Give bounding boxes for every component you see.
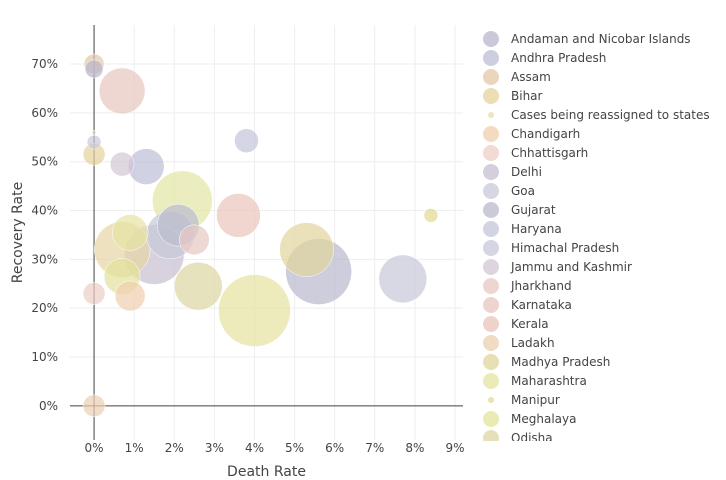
bubble-chandigarh[interactable] [114,280,146,312]
y-tick-label: 60% [31,106,58,120]
bubble-manipur[interactable] [423,208,439,223]
legend-marker [483,202,499,218]
axes: 0% 1% 2% 3% 4% 5% 6% 7% 8% 9% 0% 10% 20% 30% 40% 50% 60%… [31,25,465,455]
legend-item-label[interactable]: Goa [511,184,535,198]
legend-marker [483,373,499,389]
legend-marker [483,259,499,275]
legend-item-label[interactable]: Jammu and Kashmir [510,260,632,274]
x-tick-label: 0% [85,441,104,455]
legend-marker [483,430,499,441]
y-tick-label: 30% [31,252,58,266]
legend-marker [483,468,499,480]
x-tick-label: 5% [285,441,304,455]
legend-marker [483,31,499,47]
legend-marker [483,297,499,313]
legend-item-label[interactable]: Maharashtra [511,374,587,388]
y-axis-title: Recovery Rate [10,182,26,283]
x-tick-label: 4% [245,441,264,455]
legend-marker [483,411,499,427]
legend-marker [488,112,494,118]
legend-item-label[interactable]: Gujarat [511,203,556,217]
y-tick-label: 70% [31,57,58,71]
bubble-ladakh[interactable] [82,394,106,418]
legend-item-label[interactable]: Manipur [511,393,560,407]
legend-item-label[interactable]: Chandigarh [511,127,580,141]
bubble-telangana[interactable] [111,214,149,251]
legend-marker [483,145,499,161]
legend-item-label[interactable]: Odisha [511,431,553,445]
y-tick-label: 40% [31,204,58,218]
legend-marker [483,240,499,256]
bubble-haryana[interactable] [234,128,259,153]
bubble-andaman-and-nicobar-islands[interactable] [84,59,104,79]
bubbles [82,53,439,418]
bubble-jharkhand[interactable] [179,224,210,256]
legend-item-label[interactable]: Karnataka [511,298,572,312]
legend-marker [483,449,499,465]
legend-marker [483,69,499,85]
legend-marker [483,164,499,180]
bubble-himachal-pradesh[interactable] [378,254,428,304]
legend[interactable]: Andaman and Nicobar Islands Andhra Prades… [483,31,710,480]
legend-item-label[interactable]: Bihar [511,89,543,103]
bubble-maharashtra[interactable] [218,274,291,347]
bubble-odisha[interactable] [174,261,223,311]
x-axis-title: Death Rate [227,464,306,480]
x-tick-label: 3% [205,441,224,455]
bubble-goa[interactable] [86,134,102,150]
legend-marker [483,221,499,237]
legend-marker [483,316,499,332]
legend-item-label[interactable]: Andhra Pradesh [511,51,606,65]
legend-marker [488,397,494,403]
x-tick-label: 8% [405,441,424,455]
legend-item-label[interactable]: Cases being reassigned to states [511,108,710,122]
legend-item-label[interactable]: Chhattisgarh [511,146,588,160]
legend-item-label[interactable]: Jharkhand [510,279,572,293]
legend-item-label[interactable]: Assam [511,70,551,84]
legend-marker [483,126,499,142]
bubble-karnataka[interactable] [98,67,146,115]
legend-item-label[interactable]: Kerala [511,317,549,331]
x-tick-label: 6% [325,441,344,455]
y-tick-label: 50% [31,155,58,169]
legend-item-label[interactable]: Puducherry [511,450,579,464]
legend-item-label[interactable]: Ladakh [511,336,555,350]
x-tick-label: 1% [125,441,144,455]
legend-marker [483,335,499,351]
legend-marker [483,278,499,294]
bubble-kerala[interactable] [216,193,261,238]
x-tick-label: 7% [365,441,384,455]
legend-marker [483,50,499,66]
legend-marker [483,354,499,370]
x-tick-label: 2% [165,441,184,455]
bubble-chhattisgarh[interactable] [82,282,106,305]
bubble-madhya-pradesh[interactable] [279,222,334,277]
bubble-jammu-and-kashmir[interactable] [109,151,135,177]
y-tick-label: 0% [39,399,58,413]
y-tick-label: 10% [31,350,58,364]
legend-item-label[interactable]: Himachal Pradesh [511,241,619,255]
legend-item-label[interactable]: Delhi [511,165,542,179]
legend-item-label[interactable]: Madhya Pradesh [511,355,610,369]
legend-marker [483,88,499,104]
legend-item-label[interactable]: Punjab [511,469,552,480]
legend-item-label[interactable]: Meghalaya [511,412,576,426]
bubble-cases-being-reassigned-to-states[interactable] [91,130,97,135]
legend-item-label[interactable]: Haryana [511,222,562,236]
y-tick-label: 20% [31,301,58,315]
x-tick-label: 9% [445,441,464,455]
legend-item-label[interactable]: Andaman and Nicobar Islands [511,32,691,46]
legend-marker [483,183,499,199]
